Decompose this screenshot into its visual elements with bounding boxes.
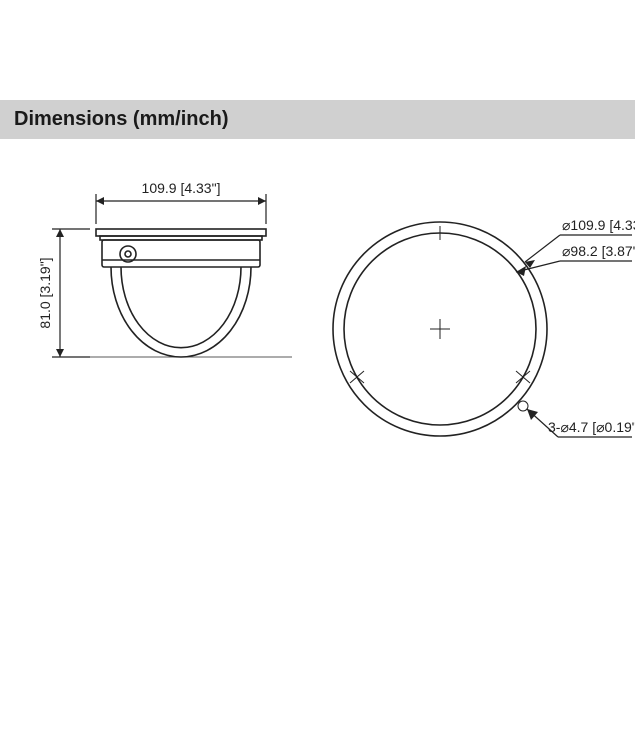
section-title: Dimensions (mm/inch) <box>14 108 228 130</box>
inner-dia-label: ⌀98.2 [3.87"] <box>562 243 635 259</box>
holes-dimension: 3-⌀4.7 [⌀0.19"] <box>527 409 635 437</box>
section-header: Dimensions (mm/inch) <box>0 100 635 139</box>
mounting-holes <box>350 226 530 411</box>
camera-side-outline <box>96 229 266 357</box>
center-mark <box>430 319 450 339</box>
top-view: ⌀109.9 [4.33"] ⌀98.2 [3.87"] 3-⌀4.7 [⌀0.… <box>333 217 635 437</box>
inner-dia-dimension: ⌀98.2 [3.87"] <box>516 243 635 276</box>
height-dimension: 81.0 [3.19"] <box>37 229 90 357</box>
width-label: 109.9 [4.33"] <box>142 180 221 196</box>
outer-dia-label: ⌀109.9 [4.33"] <box>562 217 635 233</box>
holes-label: 3-⌀4.7 [⌀0.19"] <box>548 419 635 435</box>
dimensions-diagram: 109.9 [4.33"] 81.0 [3.19"] <box>0 139 635 499</box>
height-label: 81.0 [3.19"] <box>37 257 53 328</box>
side-view: 109.9 [4.33"] 81.0 [3.19"] <box>37 180 292 357</box>
width-dimension: 109.9 [4.33"] <box>96 180 266 224</box>
drawing-area: 109.9 [4.33"] 81.0 [3.19"] <box>0 139 635 499</box>
